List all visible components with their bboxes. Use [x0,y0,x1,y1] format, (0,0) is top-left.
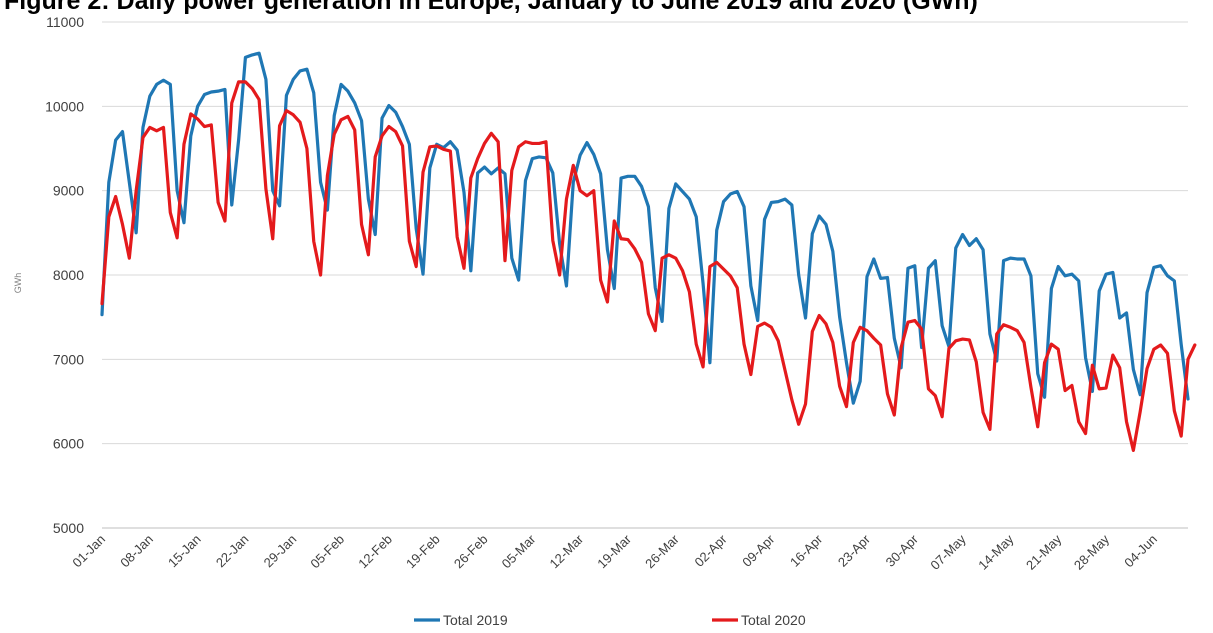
y-tick-label: 10000 [45,98,84,114]
x-tick-label: 26-Feb [451,532,491,572]
y-tick-label: 8000 [53,267,84,283]
x-tick-label: 30-Apr [883,531,922,570]
x-tick-label: 01-Jan [69,532,108,571]
x-tick-label: 05-Mar [499,531,539,571]
y-tick-label: 11000 [46,14,84,30]
x-tick-label: 12-Mar [547,531,587,571]
x-tick-label: 19-Mar [594,531,634,571]
x-tick-label: 04-Jun [1121,532,1160,571]
series-lines [100,51,1197,453]
x-tick-label: 15-Jan [165,532,204,571]
y-tick-label: 6000 [53,436,84,452]
x-tick-label: 05-Feb [307,532,347,572]
x-tick-label: 23-Apr [835,531,874,570]
legend-label-2019: Total 2019 [443,612,508,628]
legend: Total 2019 Total 2020 [414,612,806,628]
y-tick-label: 9000 [53,183,84,199]
y-axis-label: GWh [13,273,23,294]
x-tick-label: 26-Mar [642,531,682,571]
x-tick-label: 21-May [1023,531,1065,573]
y-tick-label: 7000 [53,351,84,367]
x-tick-label: 09-Apr [739,531,778,570]
series-line-2019 [100,51,1190,405]
series-line-2020 [100,80,1197,453]
y-tick-label: 5000 [53,520,84,536]
chart-title: Figure 2: Daily power generation in Euro… [4,0,978,15]
legend-label-2020: Total 2020 [741,612,806,628]
x-axis-ticks: 01-Jan 08-Jan 15-Jan 22-Jan 29-Jan 05-Feb 12-F… [69,531,1160,573]
x-tick-label: 14-May [975,531,1017,573]
x-tick-label: 12-Feb [355,532,395,572]
x-tick-label: 28-May [1071,531,1113,573]
gridlines [102,21,1188,529]
x-tick-label: 19-Feb [403,532,443,572]
y-axis-ticks: 5000 6000 7000 8000 9000 10000 11000 [45,14,84,536]
x-tick-label: 16-Apr [787,531,826,570]
x-tick-label: 29-Jan [261,532,300,571]
x-tick-label: 08-Jan [117,532,156,571]
x-tick-label: 07-May [927,531,969,573]
x-tick-label: 02-Apr [691,531,730,570]
x-tick-label: 22-Jan [213,532,252,571]
